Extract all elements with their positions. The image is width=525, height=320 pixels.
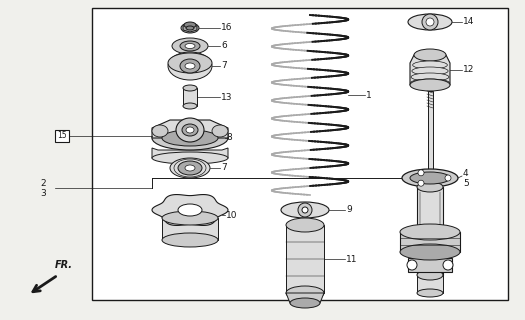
Ellipse shape — [176, 118, 204, 142]
Ellipse shape — [408, 14, 452, 30]
Ellipse shape — [181, 23, 199, 33]
Text: 1: 1 — [366, 91, 372, 100]
Circle shape — [302, 207, 308, 213]
Ellipse shape — [183, 85, 197, 91]
Circle shape — [426, 18, 434, 26]
Ellipse shape — [410, 79, 450, 87]
Ellipse shape — [178, 161, 202, 175]
Circle shape — [418, 180, 424, 186]
Text: 10: 10 — [226, 211, 237, 220]
Text: 7: 7 — [221, 164, 227, 172]
Ellipse shape — [180, 41, 200, 51]
Ellipse shape — [281, 202, 329, 218]
Bar — [162, 218, 218, 240]
Bar — [408, 258, 452, 272]
Ellipse shape — [183, 103, 197, 109]
Text: 14: 14 — [463, 18, 475, 27]
Polygon shape — [183, 24, 197, 32]
Bar — [92, 8, 508, 300]
Ellipse shape — [286, 286, 324, 300]
Ellipse shape — [402, 169, 458, 187]
Ellipse shape — [413, 61, 447, 69]
Ellipse shape — [417, 289, 443, 297]
Ellipse shape — [290, 298, 320, 308]
Bar — [428, 91, 433, 178]
Ellipse shape — [152, 152, 228, 164]
Text: 2: 2 — [40, 180, 46, 188]
Circle shape — [407, 260, 417, 270]
Ellipse shape — [178, 204, 202, 216]
Ellipse shape — [400, 224, 460, 240]
Bar — [417, 187, 443, 275]
Text: 15: 15 — [57, 132, 67, 140]
Ellipse shape — [152, 126, 228, 150]
Bar — [400, 232, 460, 252]
Ellipse shape — [180, 59, 200, 73]
Ellipse shape — [186, 26, 194, 30]
Polygon shape — [286, 293, 324, 303]
Polygon shape — [152, 195, 228, 226]
Text: 11: 11 — [346, 254, 358, 263]
Ellipse shape — [182, 124, 198, 136]
Ellipse shape — [417, 182, 443, 192]
Ellipse shape — [286, 218, 324, 232]
Ellipse shape — [186, 127, 194, 133]
Text: 16: 16 — [221, 23, 233, 33]
Ellipse shape — [410, 172, 450, 184]
Ellipse shape — [410, 79, 450, 91]
Ellipse shape — [414, 49, 446, 61]
Ellipse shape — [417, 270, 443, 280]
Bar — [183, 88, 197, 106]
Ellipse shape — [162, 233, 218, 247]
Ellipse shape — [400, 244, 460, 260]
Ellipse shape — [185, 44, 195, 49]
Bar — [55, 130, 69, 142]
Ellipse shape — [185, 63, 195, 69]
Ellipse shape — [184, 22, 196, 28]
Text: 8: 8 — [226, 133, 232, 142]
Ellipse shape — [168, 52, 212, 80]
Text: 3: 3 — [40, 189, 46, 198]
Polygon shape — [152, 120, 228, 138]
Ellipse shape — [172, 38, 208, 54]
Circle shape — [422, 14, 438, 30]
Bar — [417, 275, 443, 293]
Text: 5: 5 — [463, 179, 469, 188]
Bar — [286, 225, 324, 293]
Circle shape — [298, 203, 312, 217]
Circle shape — [443, 260, 453, 270]
Ellipse shape — [170, 158, 210, 178]
Text: 12: 12 — [463, 66, 475, 75]
Polygon shape — [410, 55, 450, 85]
Text: 6: 6 — [221, 42, 227, 51]
Ellipse shape — [411, 73, 449, 81]
Ellipse shape — [212, 125, 228, 137]
Ellipse shape — [412, 67, 448, 75]
Text: 13: 13 — [221, 92, 233, 101]
Text: 7: 7 — [221, 61, 227, 70]
Ellipse shape — [152, 125, 168, 137]
Ellipse shape — [185, 165, 195, 171]
Text: 4: 4 — [463, 170, 469, 179]
Circle shape — [418, 170, 424, 176]
Ellipse shape — [162, 211, 218, 225]
Text: 9: 9 — [346, 205, 352, 214]
Polygon shape — [152, 148, 228, 158]
Text: FR.: FR. — [55, 260, 73, 270]
Ellipse shape — [168, 53, 212, 73]
Ellipse shape — [162, 130, 218, 146]
Circle shape — [445, 175, 451, 181]
